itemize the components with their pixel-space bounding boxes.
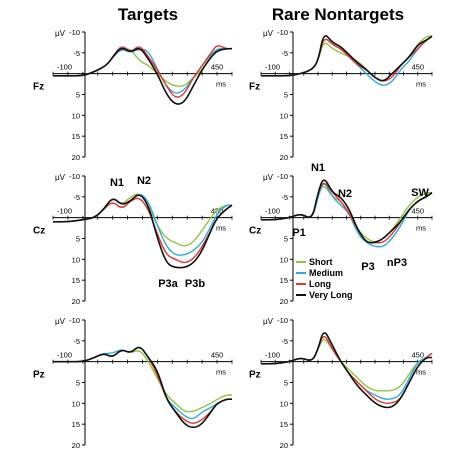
label-np3-nontargets: nP3 <box>387 257 407 269</box>
y-tick-label: -10 <box>277 316 288 325</box>
x-tick-label: 450 <box>411 207 424 216</box>
y-tick-label: 10 <box>280 111 288 120</box>
label-n1-nontargets: N1 <box>311 162 325 174</box>
x-tick-label: -100 <box>265 207 280 216</box>
x-tick-label: 450 <box>211 63 224 72</box>
series-line-very-long <box>53 47 232 105</box>
x-unit-label: ms <box>416 368 426 377</box>
y-tick-label: -10 <box>69 172 80 181</box>
y-unit-label: µV <box>55 173 66 182</box>
y-tick-label: 15 <box>280 276 288 285</box>
electrode-label: Fz <box>249 82 260 93</box>
label-p3-nontargets: P3 <box>361 261 374 273</box>
electrode-label: Cz <box>249 226 261 237</box>
y-unit-label: µV <box>263 317 274 326</box>
y-tick-label: 10 <box>72 255 80 264</box>
y-tick-label: 10 <box>280 255 288 264</box>
y-tick-label: 20 <box>72 441 80 450</box>
label-p3b-targets: P3b <box>185 278 205 290</box>
series-line-very-long <box>261 35 433 82</box>
x-unit-label: ms <box>216 224 226 233</box>
x-tick-label: -100 <box>57 63 72 72</box>
y-tick-label: 10 <box>72 399 80 408</box>
series-line-very-long <box>53 346 232 429</box>
label-n2-targets: N2 <box>137 175 151 187</box>
x-tick-label: -100 <box>57 351 72 360</box>
x-tick-label: 450 <box>411 63 424 72</box>
series-line-very-long <box>53 194 233 269</box>
y-tick-label: 15 <box>72 276 80 285</box>
x-tick-label: 450 <box>211 351 224 360</box>
y-tick-label: -10 <box>277 172 288 181</box>
y-tick-label: 5 <box>284 235 288 244</box>
y-unit-label: µV <box>263 29 274 38</box>
label-sw-nontargets: SW <box>411 187 429 199</box>
y-tick-label: 5 <box>284 379 288 388</box>
panel-cz-targets: -10 -5 5 10 15 20 µV -100 450 ms Cz <box>33 172 233 306</box>
x-unit-label: ms <box>216 80 226 89</box>
legend: Short Medium Long Very Long <box>296 257 353 300</box>
y-tick-label: 5 <box>76 91 80 100</box>
x-tick-label: -100 <box>57 207 72 216</box>
y-tick-label: 15 <box>72 132 80 141</box>
label-n2-nontargets: N2 <box>338 188 352 200</box>
y-tick-label: -5 <box>281 337 288 346</box>
electrode-label: Pz <box>33 370 45 381</box>
x-tick-label: -100 <box>265 63 280 72</box>
series-line-long <box>53 197 233 264</box>
y-tick-label: 20 <box>72 297 80 306</box>
y-unit-label: µV <box>263 173 274 182</box>
column-title-nontargets: Rare Nontargets <box>272 5 404 24</box>
x-tick-label: 450 <box>211 207 224 216</box>
y-tick-label: -5 <box>73 49 80 58</box>
electrode-label: Cz <box>33 226 45 237</box>
panel-fz-nontargets: -10 -5 5 10 15 20 µV -100 450 ms Fz <box>249 28 433 162</box>
y-tick-label: 15 <box>72 420 80 429</box>
label-n1-targets: N1 <box>110 177 124 189</box>
y-tick-label: 20 <box>280 153 288 162</box>
legend-label-medium: Medium <box>309 268 343 278</box>
y-unit-label: µV <box>55 317 66 326</box>
x-tick-label: -100 <box>265 351 280 360</box>
y-tick-label: -5 <box>281 193 288 202</box>
y-tick-label: 15 <box>280 132 288 141</box>
legend-label-short: Short <box>309 257 333 267</box>
y-tick-label: -10 <box>69 316 80 325</box>
label-p3a-targets: P3a <box>158 278 178 290</box>
y-tick-label: 20 <box>280 297 288 306</box>
x-unit-label: ms <box>416 80 426 89</box>
y-tick-label: 15 <box>280 420 288 429</box>
label-p1-nontargets: P1 <box>292 227 305 239</box>
y-tick-label: 20 <box>280 441 288 450</box>
x-unit-label: ms <box>216 368 226 377</box>
x-unit-label: ms <box>416 224 426 233</box>
y-tick-label: -5 <box>73 193 80 202</box>
series-line-very-long <box>261 179 433 244</box>
panel-pz-targets: -10 -5 5 10 15 20 µV -100 450 ms Pz <box>33 316 233 450</box>
x-tick-label: 450 <box>411 351 424 360</box>
electrode-label: Fz <box>33 82 44 93</box>
panel-pz-nontargets: -10 -5 5 10 15 20 µV -100 450 ms Pz <box>249 316 433 450</box>
legend-label-long: Long <box>309 279 331 289</box>
series-line-very-long <box>261 332 432 409</box>
y-tick-label: 10 <box>72 111 80 120</box>
column-title-targets: Targets <box>118 5 178 24</box>
y-tick-label: -10 <box>69 28 80 37</box>
legend-label-very-long: Very Long <box>309 290 353 300</box>
y-tick-label: -5 <box>281 49 288 58</box>
panel-cz-nontargets: -10 -5 5 10 15 20 µV -100 450 ms Cz <box>249 172 433 306</box>
y-tick-label: 20 <box>72 153 80 162</box>
y-unit-label: µV <box>55 29 66 38</box>
y-tick-label: 5 <box>76 379 80 388</box>
y-tick-label: 5 <box>284 91 288 100</box>
y-tick-label: -10 <box>277 28 288 37</box>
electrode-label: Pz <box>249 370 261 381</box>
y-tick-label: -5 <box>73 337 80 346</box>
y-tick-label: 10 <box>280 399 288 408</box>
y-tick-label: 5 <box>76 235 80 244</box>
panel-fz-targets: -10 -5 5 10 15 20 µV -100 450 ms Fz <box>33 28 233 162</box>
